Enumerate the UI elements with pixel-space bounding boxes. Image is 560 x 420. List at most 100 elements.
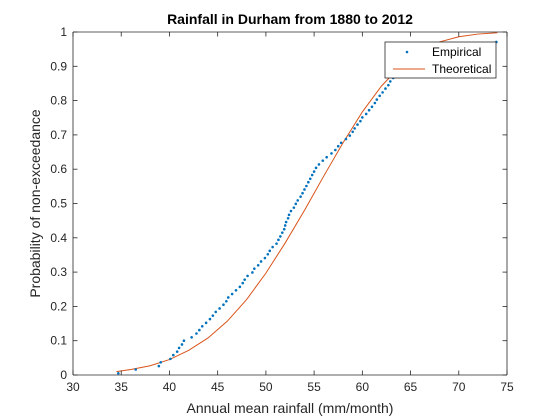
data-point-empirical <box>301 192 304 195</box>
data-point-empirical <box>287 217 290 220</box>
data-point-empirical <box>172 354 175 357</box>
data-point-empirical <box>294 203 297 206</box>
data-point-empirical <box>246 275 249 278</box>
data-point-empirical <box>345 138 348 141</box>
x-tick-label: 50 <box>259 380 273 394</box>
y-tick-label: 0.3 <box>50 265 67 279</box>
data-point-empirical <box>195 332 198 335</box>
data-point-empirical <box>277 239 280 242</box>
data-point-empirical <box>159 361 162 364</box>
data-point-empirical <box>209 318 212 321</box>
data-point-empirical <box>303 188 306 191</box>
data-point-empirical <box>318 163 321 166</box>
data-point-empirical <box>313 170 316 173</box>
data-point-empirical <box>279 235 282 238</box>
data-point-empirical <box>284 224 287 227</box>
data-point-empirical <box>134 368 137 371</box>
data-point-empirical <box>243 278 246 281</box>
data-point-empirical <box>257 264 260 267</box>
y-tick-label: 0.6 <box>50 162 67 176</box>
data-point-empirical <box>241 282 244 285</box>
data-point-empirical <box>378 95 381 98</box>
x-tick-label: 65 <box>404 380 418 394</box>
data-point-empirical <box>158 365 161 368</box>
data-point-empirical <box>251 271 254 274</box>
x-tick-label: 60 <box>356 380 370 394</box>
data-point-empirical <box>340 141 343 144</box>
data-point-empirical <box>183 339 186 342</box>
data-point-empirical <box>371 105 374 108</box>
data-point-empirical <box>325 156 328 159</box>
y-tick-label: 0.8 <box>50 94 67 108</box>
y-tick-label: 1 <box>60 25 67 39</box>
data-point-empirical <box>374 102 377 105</box>
y-tick-label: 0.9 <box>50 59 67 73</box>
data-point-empirical <box>239 286 242 289</box>
data-point-empirical <box>387 84 390 87</box>
x-tick-label: 40 <box>163 380 177 394</box>
data-point-empirical <box>214 311 217 314</box>
x-tick-label: 45 <box>211 380 225 394</box>
data-point-empirical <box>235 289 238 292</box>
data-point-empirical <box>368 109 371 112</box>
x-tick-label: 55 <box>307 380 321 394</box>
data-point-empirical <box>264 257 267 260</box>
data-point-empirical <box>181 343 184 346</box>
y-tick-label: 0.4 <box>50 231 67 245</box>
data-point-empirical <box>205 322 208 325</box>
legend-label-empirical: Empirical <box>432 45 481 59</box>
plot-area <box>73 32 507 375</box>
data-point-empirical <box>353 127 356 130</box>
x-tick-label: 35 <box>115 380 129 394</box>
data-point-empirical <box>222 303 225 306</box>
data-point-empirical <box>268 250 271 253</box>
data-point-empirical <box>384 87 387 90</box>
data-point-empirical <box>225 300 228 303</box>
data-point-empirical <box>212 314 215 317</box>
x-tick-label: 30 <box>66 380 80 394</box>
y-tick-label: 0 <box>60 368 67 382</box>
data-point-empirical <box>218 307 221 310</box>
y-tick-label: 0.1 <box>50 334 67 348</box>
data-point-empirical <box>227 296 230 299</box>
data-point-empirical <box>253 267 256 270</box>
data-point-empirical <box>288 214 291 217</box>
data-point-empirical <box>351 131 354 134</box>
data-point-empirical <box>176 350 179 353</box>
data-point-empirical <box>330 152 333 155</box>
data-point-empirical <box>299 195 302 198</box>
data-point-empirical <box>271 246 274 249</box>
data-point-empirical <box>178 347 181 350</box>
data-point-empirical <box>201 325 204 328</box>
data-point-empirical <box>305 185 308 188</box>
y-axis-title: Probability of non-exceedance <box>27 109 43 298</box>
x-axis-title: Annual mean rainfall (mm/month) <box>187 400 394 416</box>
data-point-empirical <box>275 242 278 245</box>
data-point-empirical <box>198 329 201 332</box>
data-point-empirical <box>337 145 340 148</box>
data-point-empirical <box>309 178 312 181</box>
data-point-empirical <box>321 159 324 162</box>
data-point-empirical <box>356 123 359 126</box>
data-point-empirical <box>365 113 368 116</box>
data-point-empirical <box>285 221 288 224</box>
data-point-empirical <box>389 80 392 83</box>
data-point-empirical <box>359 120 362 123</box>
data-point-empirical <box>311 174 314 177</box>
data-point-empirical <box>334 149 337 152</box>
data-point-empirical <box>190 336 193 339</box>
y-tick-label: 0.7 <box>50 128 67 142</box>
data-point-empirical <box>117 372 120 375</box>
legend-marker-empirical <box>406 51 409 54</box>
data-point-empirical <box>361 116 364 119</box>
data-point-empirical <box>349 134 352 137</box>
data-point-empirical <box>267 253 270 256</box>
data-point-empirical <box>281 231 284 234</box>
y-tick-label: 0.2 <box>50 299 67 313</box>
data-point-empirical <box>283 228 286 231</box>
data-point-empirical <box>296 199 299 202</box>
data-point-empirical <box>260 260 263 263</box>
data-point-empirical <box>307 181 310 184</box>
data-point-empirical <box>290 210 293 213</box>
